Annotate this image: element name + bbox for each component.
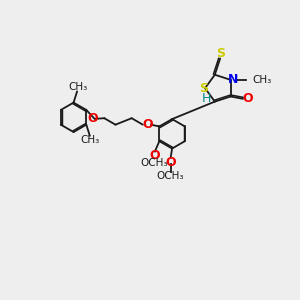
Text: O: O <box>142 118 153 131</box>
Text: O: O <box>149 149 160 162</box>
Text: O: O <box>87 112 98 125</box>
Text: OCH₃: OCH₃ <box>157 171 184 181</box>
Text: CH₃: CH₃ <box>81 135 100 145</box>
Text: S: S <box>199 82 208 95</box>
Text: OCH₃: OCH₃ <box>141 158 168 168</box>
Text: S: S <box>216 47 225 60</box>
Text: O: O <box>165 156 176 169</box>
Text: CH₃: CH₃ <box>68 82 87 92</box>
Text: N: N <box>228 73 238 86</box>
Text: CH₃: CH₃ <box>252 75 272 85</box>
Text: H: H <box>202 92 211 105</box>
Text: O: O <box>242 92 253 105</box>
